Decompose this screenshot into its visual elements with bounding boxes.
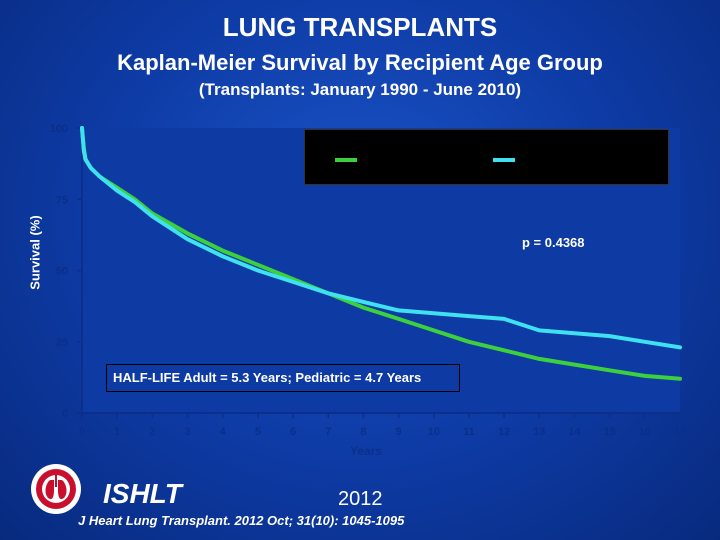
y-tick-label: 75	[56, 194, 68, 206]
x-tick-label: 6	[290, 426, 296, 438]
legend-cyan-marker	[493, 158, 515, 162]
x-tick-label: 15	[604, 426, 616, 438]
y-tick-label: 100	[50, 123, 68, 135]
x-tick-label: 9	[396, 426, 402, 438]
x-tick-label: 11	[463, 426, 475, 438]
y-axis-label: Survival (%)	[27, 215, 43, 290]
chart-subtitle: Kaplan-Meier Survival by Recipient Age G…	[117, 50, 603, 75]
x-tick-label: 8	[360, 426, 366, 438]
ishlt-logo-icon	[31, 464, 81, 514]
x-tick-label: 4	[220, 426, 227, 438]
x-tick-label: 7	[325, 426, 331, 438]
y-tick-label: 0	[62, 408, 68, 420]
p-value: p = 0.4368	[522, 235, 585, 250]
legend	[304, 129, 669, 185]
x-tick-label: 0	[79, 426, 85, 438]
legend-green-marker	[335, 158, 357, 162]
x-tick-label: 3	[184, 426, 190, 438]
x-tick-label: 16	[639, 426, 651, 438]
series-line-1	[80, 126, 682, 350]
series-lines	[80, 126, 682, 381]
x-tick-label: 5	[255, 426, 261, 438]
ishlt-wordmark: ISHLT	[103, 478, 182, 509]
y-tick-label: 50	[56, 266, 68, 278]
x-tick-label: 13	[533, 426, 545, 438]
chart-title: LUNG TRANSPLANTS	[222, 12, 498, 42]
citation: J Heart Lung Transplant. 2012 Oct; 31(10…	[78, 513, 405, 528]
chart-period: (Transplants: January 1990 - June 2010)	[198, 80, 522, 99]
x-tick-label: 17	[674, 426, 686, 438]
half-life-box: HALF-LIFE Adult = 5.3 Years; Pediatric =…	[106, 364, 460, 392]
publication-year: 2012	[338, 488, 383, 510]
x-tick-label: 1	[114, 426, 120, 438]
y-tick-label: 25	[56, 337, 68, 349]
x-tick-label: 10	[428, 426, 440, 438]
x-axis-label: Years	[350, 444, 383, 458]
x-tick-label: 12	[498, 426, 510, 438]
x-tick-label: 2	[149, 426, 155, 438]
x-tick-label: 14	[568, 426, 581, 438]
